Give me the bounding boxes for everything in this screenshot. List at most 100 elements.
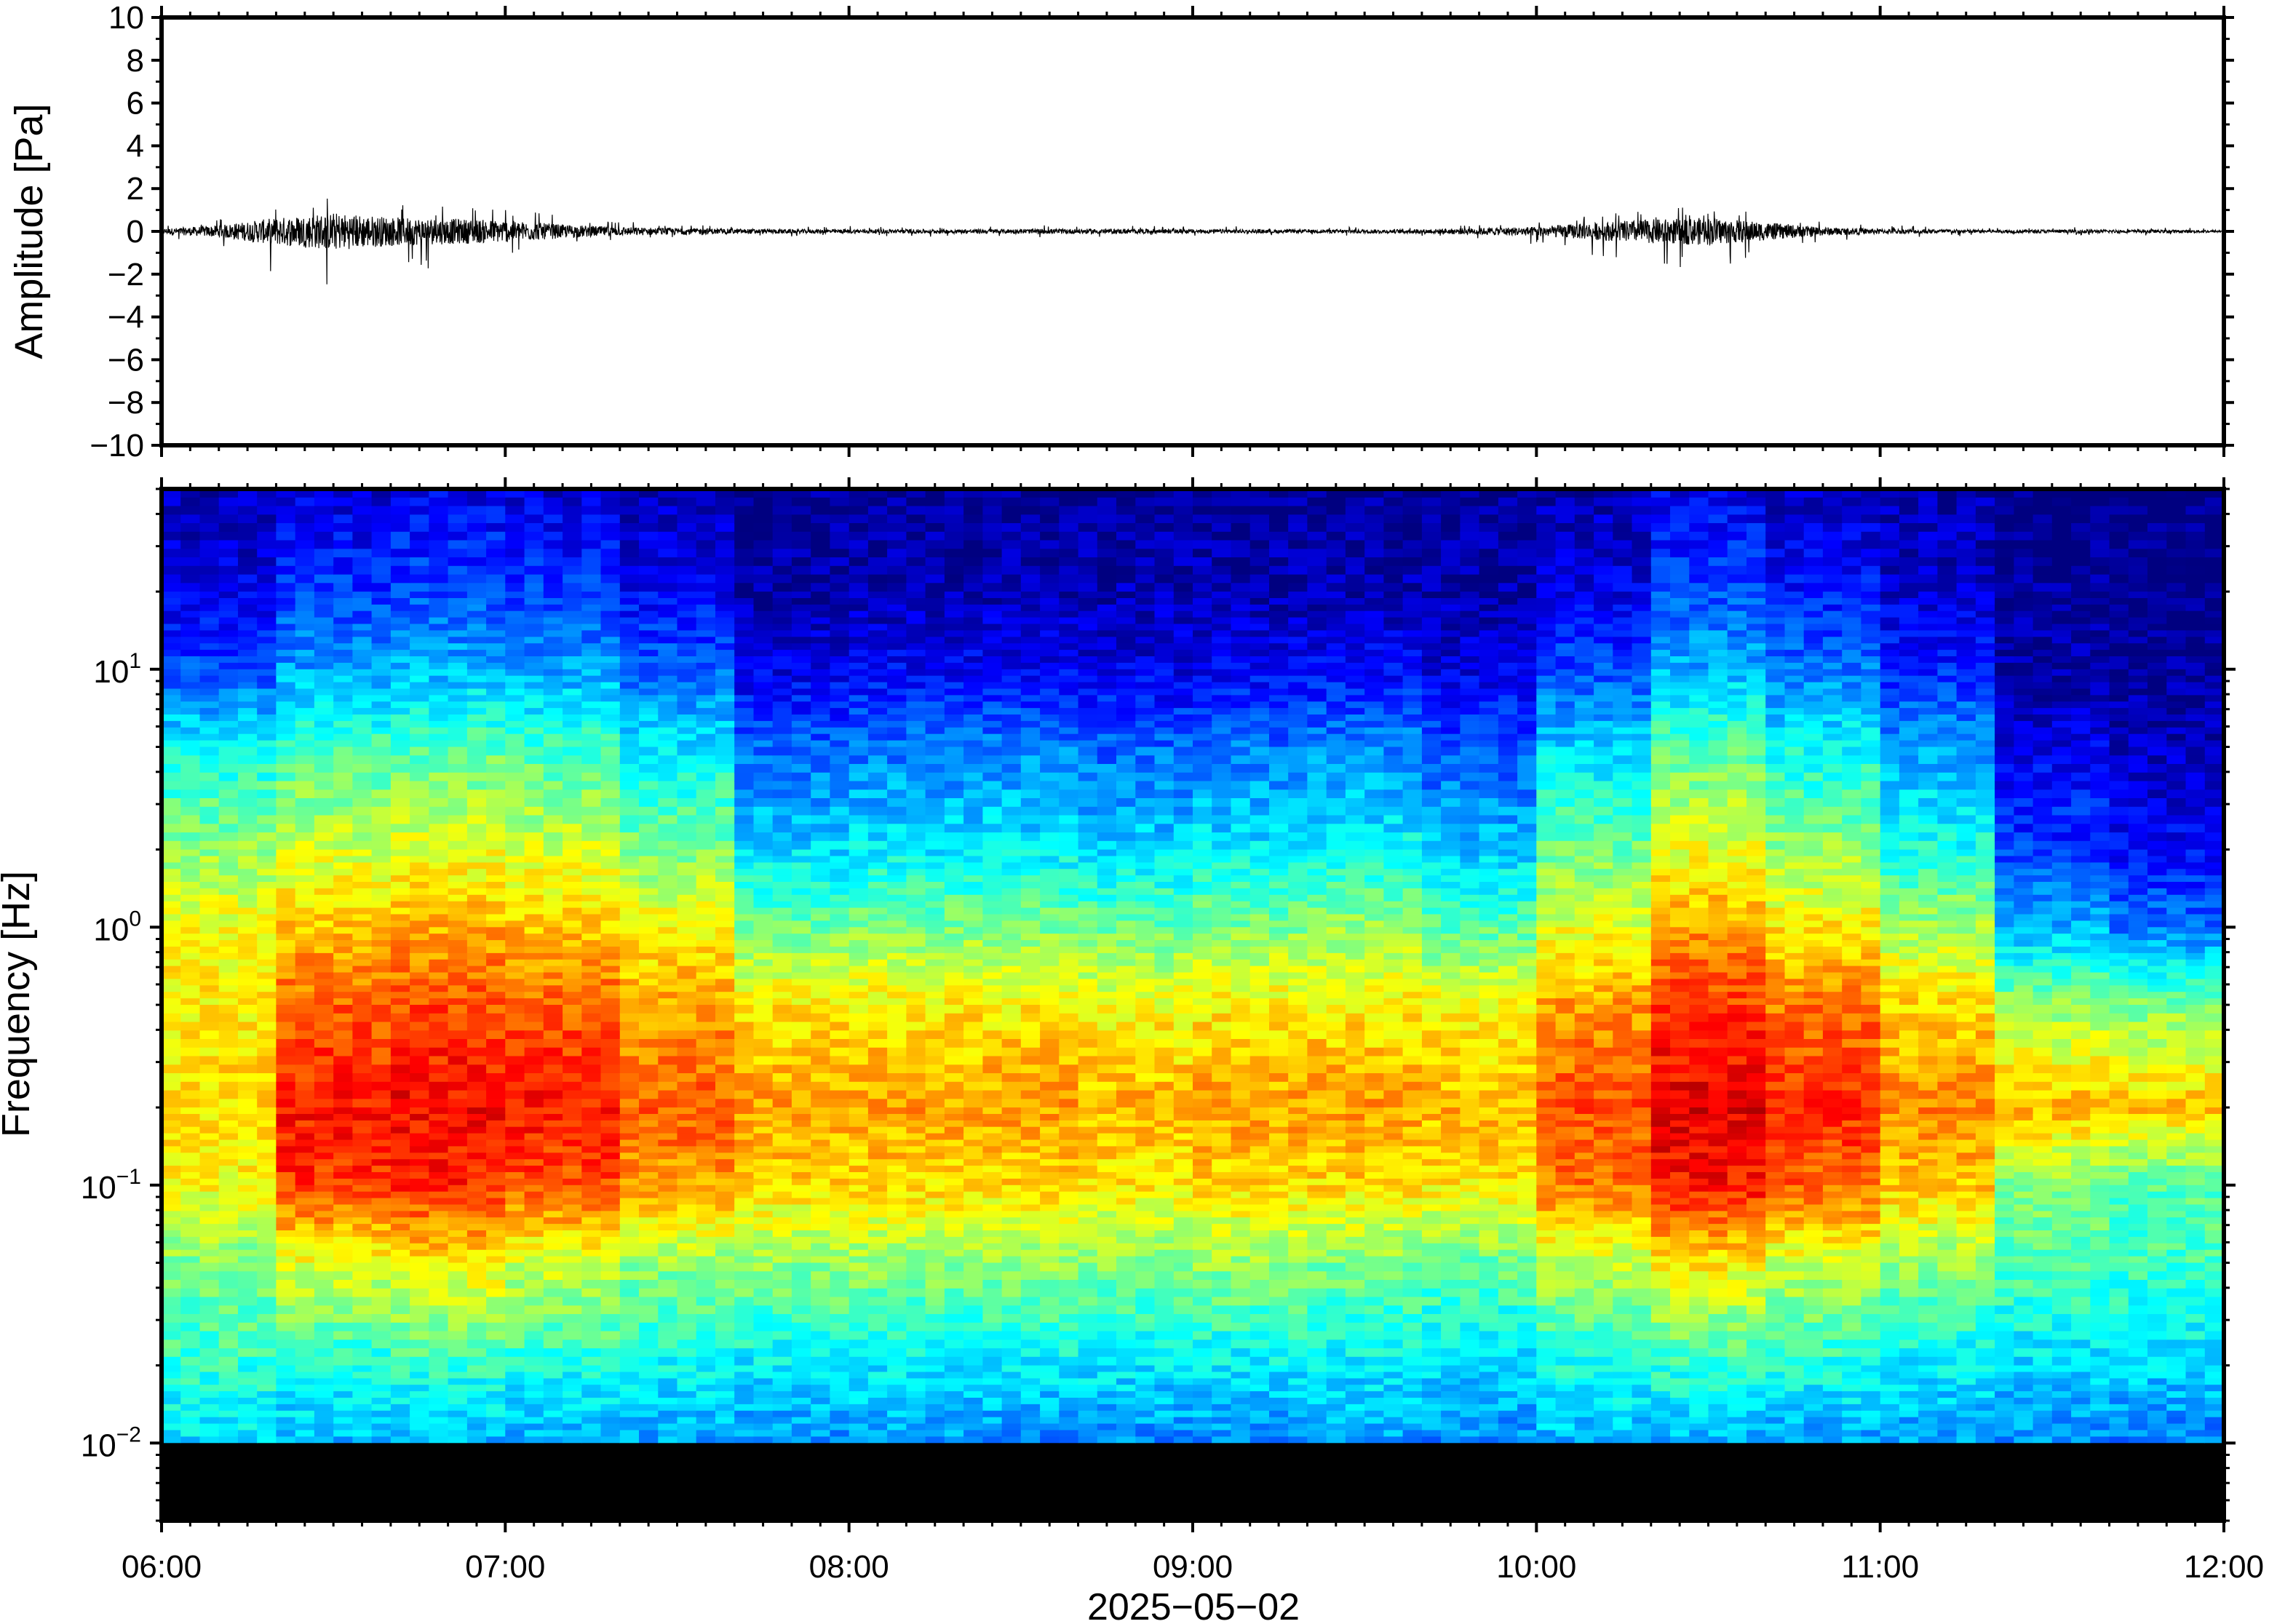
spectrogram-cell: [276, 1191, 296, 1199]
spectrogram-cell: [715, 497, 735, 507]
spectrogram-cell: [563, 1280, 583, 1289]
spectrogram-cell: [658, 985, 678, 992]
spectrogram-cell: [734, 901, 755, 909]
spectrogram-cell: [619, 1331, 640, 1341]
spectrogram-cell: [199, 1013, 220, 1023]
spectrogram-cell: [772, 1494, 792, 1502]
spectrogram-cell: [180, 952, 201, 960]
spectrogram-cell: [600, 1468, 621, 1476]
spectrogram-cell: [753, 1481, 774, 1489]
spectrogram-cell: [199, 798, 220, 808]
spectrogram-cell: [333, 733, 354, 741]
spectrogram-cell: [524, 1297, 544, 1307]
spectrogram-cell: [505, 1099, 525, 1108]
spectrogram-cell: [696, 1348, 716, 1358]
spectrogram-cell: [276, 1256, 296, 1264]
spectrogram-cell: [524, 875, 544, 883]
spectrogram-cell: [352, 1314, 373, 1324]
spectrogram-cell: [543, 1417, 563, 1425]
spectrogram-cell: [505, 1423, 525, 1431]
spectrogram-cell: [371, 755, 392, 765]
spectrogram-cell: [466, 1436, 487, 1444]
spectrogram-cell: [563, 947, 583, 954]
spectrogram-cell: [524, 1172, 544, 1179]
spectrogram-cell: [619, 862, 640, 870]
spectrogram-cell: [753, 875, 774, 883]
spectrogram-cell: [715, 1391, 735, 1398]
spectrogram-cell: [772, 610, 792, 618]
spectrogram-cell: [390, 755, 410, 765]
spectrogram-cell: [753, 1398, 774, 1405]
spectrogram-cell: [791, 772, 811, 782]
spectrogram-cell: [619, 927, 640, 934]
spectrogram-cell: [639, 701, 659, 709]
spectrogram-cell: [218, 1139, 239, 1147]
spectrogram-cell: [734, 888, 755, 896]
spectrogram-cell: [295, 1236, 315, 1244]
spectrogram-cell: [791, 740, 811, 748]
spectrogram-cell: [314, 1133, 334, 1141]
spectrogram-cell: [257, 506, 277, 516]
spectrogram-cell: [238, 856, 258, 864]
spectrogram-cell: [543, 815, 563, 825]
spectrogram-cell: [218, 1481, 239, 1489]
spectrogram-cell: [772, 959, 792, 967]
spectrogram-cell: [352, 1256, 373, 1264]
spectrogram-cell: [486, 1372, 506, 1380]
spectrogram-cell: [563, 1372, 583, 1380]
spectrogram-cell: [276, 624, 296, 632]
spectrogram-cell: [448, 1224, 468, 1231]
spectrogram-cell: [600, 565, 621, 576]
spectrogram-cell: [619, 789, 640, 799]
spectrogram-cell: [658, 662, 678, 670]
spectrogram-cell: [505, 727, 525, 735]
spectrogram-cell: [276, 1139, 296, 1147]
spectrogram-cell: [448, 1005, 468, 1014]
spectrogram-cell: [658, 875, 678, 883]
spectrogram-cell: [257, 1378, 277, 1386]
spectrogram-cell: [429, 1385, 449, 1392]
spectrogram-cell: [619, 1126, 640, 1134]
spectrogram-cell: [276, 815, 296, 825]
spectrogram-cell: [486, 656, 506, 664]
spectrogram-cell: [333, 1120, 354, 1128]
spectrogram-cell: [276, 862, 296, 870]
spectrogram-cell: [276, 1443, 296, 1450]
spectrogram-cell: [390, 617, 410, 625]
spectrogram-cell: [257, 875, 277, 883]
spectrogram-cell: [448, 869, 468, 876]
spectrogram-cell: [753, 1064, 774, 1074]
spectrogram-cell: [772, 1385, 792, 1392]
spectrogram-cell: [715, 1348, 735, 1358]
spectrogram-cell: [371, 1423, 392, 1431]
spectrogram-cell: [333, 764, 354, 773]
spectrogram-cell: [486, 643, 506, 650]
spectrogram-cell: [295, 1107, 315, 1115]
spectrogram-cell: [162, 1305, 181, 1315]
spectrogram-cell: [257, 617, 277, 625]
spectrogram-cell: [505, 598, 525, 605]
spectrogram-cell: [524, 1404, 544, 1412]
spectrogram-cell: [466, 1133, 487, 1141]
spectrogram-cell: [563, 1191, 583, 1199]
spectrogram-cell: [563, 1410, 583, 1418]
spectrogram-cell: [429, 1365, 449, 1373]
spectrogram-cell: [295, 972, 315, 980]
spectrogram-cell: [772, 1013, 792, 1023]
spectrogram-cell: [257, 840, 277, 851]
spectrogram-cell: [772, 675, 792, 683]
spectrogram-cell: [581, 1211, 602, 1219]
spectrogram-cell: [238, 1073, 258, 1083]
spectrogram-cell: [466, 907, 487, 915]
spectrogram-cell: [619, 540, 640, 550]
spectrogram-cell: [276, 772, 296, 782]
spectrogram-cell: [257, 901, 277, 909]
spectrogram-cell: [658, 914, 678, 922]
spectrogram-cell: [658, 643, 678, 650]
spectrogram-cell: [696, 856, 716, 864]
spectrogram-cell: [199, 1230, 220, 1238]
spectrogram-cell: [734, 840, 755, 851]
spectrogram-cell: [753, 1039, 774, 1048]
spectrogram-cell: [734, 1501, 755, 1508]
spectrogram-cell: [658, 1436, 678, 1444]
